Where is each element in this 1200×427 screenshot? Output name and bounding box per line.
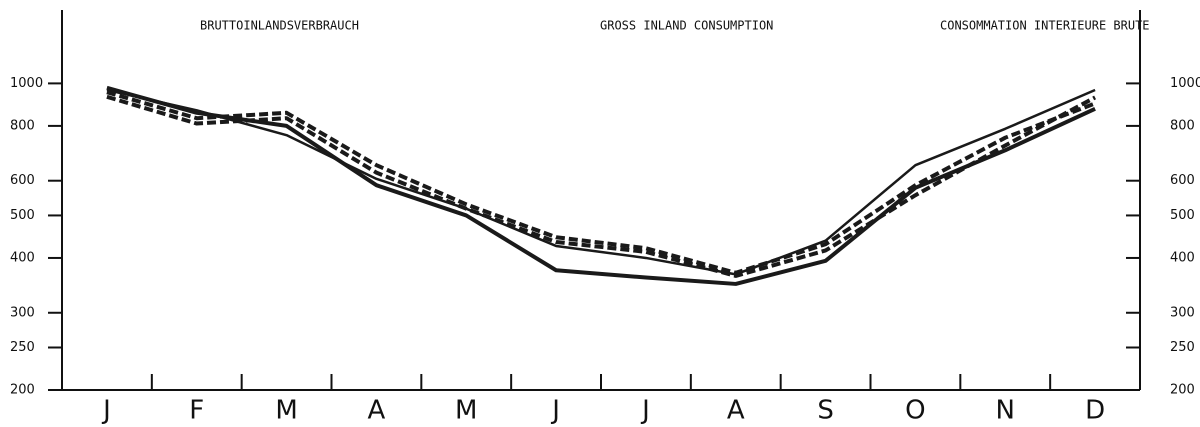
x-tick-label: A <box>368 396 386 426</box>
chart-title: GROSS INLAND CONSUMPTION <box>600 19 773 33</box>
chart-title: CONSOMMATION INTERIEURE BRUTE <box>940 19 1150 33</box>
x-tick-label: J <box>640 396 650 426</box>
y2-tick-label: 400 <box>1170 250 1195 265</box>
x-tick-label: J <box>550 396 560 426</box>
x-tick-label: S <box>817 396 834 426</box>
x-tick-label: M <box>455 396 477 426</box>
y2-tick-label: 300 <box>1170 305 1195 320</box>
y2-tick-label: 500 <box>1170 208 1195 223</box>
y-tick-label: 500 <box>10 208 35 223</box>
x-tick-label: J <box>101 396 111 426</box>
y2-tick-label: 250 <box>1170 340 1195 355</box>
y2-tick-label: 1000 <box>1170 76 1200 91</box>
y-tick-label: 300 <box>10 305 35 320</box>
series-line <box>106 94 1097 278</box>
series-line <box>106 90 1096 275</box>
x-tick-label: M <box>275 396 297 426</box>
x-tick-label: O <box>905 396 925 426</box>
x-tick-label: D <box>1085 396 1105 426</box>
y-tick-label: 200 <box>10 383 35 398</box>
chart-title: BRUTTOINLANDSVERBRAUCH <box>200 19 359 33</box>
y2-tick-label: 800 <box>1170 118 1195 133</box>
y-tick-label: 1000 <box>10 76 43 91</box>
series-line <box>106 85 1096 286</box>
y-tick-label: 400 <box>10 250 35 265</box>
y2-tick-label: 200 <box>1170 383 1195 398</box>
y2-tick-label: 600 <box>1170 173 1195 188</box>
x-tick-label: N <box>996 396 1015 426</box>
x-tick-label: F <box>189 396 204 426</box>
y-tick-label: 800 <box>10 118 35 133</box>
series-line <box>106 88 1096 276</box>
y-tick-label: 600 <box>10 173 35 188</box>
y-tick-label: 250 <box>10 340 35 355</box>
x-tick-label: A <box>727 396 745 426</box>
